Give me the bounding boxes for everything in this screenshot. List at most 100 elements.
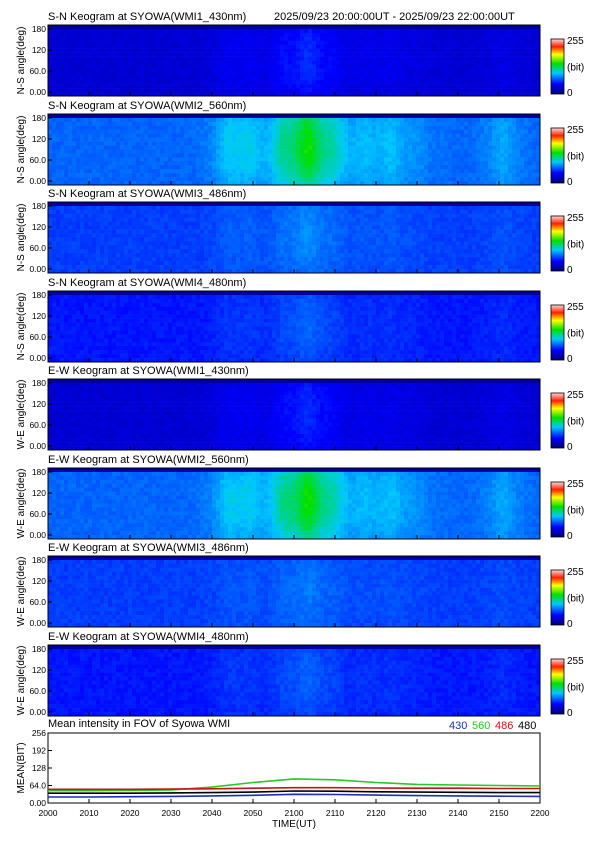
x-tick-label: 2040: [203, 808, 222, 818]
time-range-label: 2025/09/23 20:00:00UT - 2025/09/23 22:00…: [274, 11, 515, 23]
mean-y-tick-label: 64.0: [29, 781, 46, 791]
colorbar-min-label: 0: [567, 531, 573, 542]
colorbar-max-label: 255: [567, 390, 584, 401]
colorbar-max-label: 255: [567, 213, 584, 224]
x-tick-label: 2140: [449, 808, 468, 818]
y-tick-label: 120: [32, 665, 46, 675]
colorbar: [550, 658, 565, 715]
y-tick-label: 60.0: [29, 243, 46, 253]
colorbar-max-label: 255: [567, 479, 584, 490]
x-tick-label: 2130: [408, 808, 427, 818]
colorbar-min-label: 0: [567, 354, 573, 365]
y-axis-label: W-E angle(deg): [16, 557, 27, 627]
y-tick-label: 120: [32, 576, 46, 586]
y-tick-label: 60.0: [29, 420, 46, 430]
y-axis-label: W-E angle(deg): [16, 469, 27, 539]
x-tick-label: 2200: [531, 808, 550, 818]
panel-title: E-W Keogram at SYOWA(WMI2_560nm): [48, 454, 249, 466]
colorbar-unit-label: (bit): [567, 417, 584, 428]
keogram-image: [48, 25, 541, 97]
x-axis-label: TIME(UT): [272, 819, 316, 830]
panel-title: S-N Keogram at SYOWA(WMI2_560nm): [48, 100, 246, 112]
keogram-panel: S-N Keogram at SYOWA(WMI4_480nm)180 120 60…: [16, 277, 584, 365]
mean-y-tick-label: 256: [32, 728, 46, 738]
y-tick-label: 180: [32, 644, 46, 654]
colorbar: [550, 569, 565, 626]
y-axis-label: N-S angle(deg): [16, 293, 27, 361]
y-axis-label: W-E angle(deg): [16, 646, 27, 716]
keogram-panel: E-W Keogram at SYOWA(WMI3_486nm)180 120 60…: [16, 542, 584, 630]
x-tick-label: 2100: [285, 808, 304, 818]
y-tick-label: 180: [32, 290, 46, 300]
colorbar-min-label: 0: [567, 177, 573, 188]
x-tick-label: 2120: [367, 808, 386, 818]
colorbar: [550, 392, 565, 449]
y-tick-label: 0.00: [29, 441, 46, 451]
colorbar-min-label: 0: [567, 442, 573, 453]
keogram-panel: S-N Keogram at SYOWA(WMI1_430nm) 2025/09/…: [16, 11, 584, 99]
legend-entry: 560: [472, 720, 490, 732]
y-tick-label: 60.0: [29, 597, 46, 607]
y-tick-label: 180: [32, 467, 46, 477]
colorbar-min-label: 0: [567, 88, 573, 99]
colorbar-max-label: 255: [567, 302, 584, 313]
colorbar-min-label: 0: [567, 708, 573, 719]
colorbar-max-label: 255: [567, 567, 584, 578]
colorbar: [550, 481, 565, 538]
keogram-panel: E-W Keogram at SYOWA(WMI1_430nm)180 120 60…: [16, 365, 584, 453]
mean-y-tick-label: 0.00: [29, 798, 46, 808]
colorbar-unit-label: (bit): [567, 240, 584, 251]
panel-title: E-W Keogram at SYOWA(WMI4_480nm): [48, 631, 249, 643]
y-tick-label: 120: [32, 488, 46, 498]
keogram-image: [48, 114, 541, 186]
x-tick-label: 2050: [244, 808, 263, 818]
y-tick-label: 180: [32, 378, 46, 388]
y-tick-label: 180: [32, 201, 46, 211]
y-tick-label: 120: [32, 399, 46, 409]
mean-intensity-panel: Mean intensity in FOV of Syowa WMI 430 560…: [16, 718, 550, 830]
mean-y-tick-label: 192: [32, 746, 46, 756]
y-axis-label: W-E angle(deg): [16, 380, 27, 450]
y-tick-label: 0.00: [29, 176, 46, 186]
keogram-panel: S-N Keogram at SYOWA(WMI3_486nm)180 120 60…: [16, 188, 584, 276]
panel-title: S-N Keogram at SYOWA(WMI1_430nm): [48, 11, 246, 23]
y-tick-label: 60.0: [29, 509, 46, 519]
x-tick-label: 2150: [490, 808, 509, 818]
keogram-panels: S-N Keogram at SYOWA(WMI1_430nm) 2025/09/…: [16, 11, 584, 719]
y-tick-label: 0.00: [29, 87, 46, 97]
colorbar-max-label: 255: [567, 36, 584, 47]
colorbar: [550, 38, 565, 95]
colorbar-unit-label: (bit): [567, 506, 584, 517]
x-tick-label: 2000: [39, 808, 58, 818]
y-tick-label: 180: [32, 24, 46, 34]
colorbar-unit-label: (bit): [567, 329, 584, 340]
mean-panel-title: Mean intensity in FOV of Syowa WMI: [48, 718, 230, 730]
y-tick-label: 60.0: [29, 332, 46, 342]
y-tick-label: 180: [32, 555, 46, 565]
panel-title: S-N Keogram at SYOWA(WMI4_480nm): [48, 277, 246, 289]
keogram-panel: E-W Keogram at SYOWA(WMI2_560nm)180 120 60…: [16, 454, 584, 542]
y-tick-label: 0.00: [29, 707, 46, 717]
series-line-480: [48, 790, 540, 795]
x-tick-label: 2010: [80, 808, 99, 818]
y-tick-label: 0.00: [29, 618, 46, 628]
colorbar: [550, 127, 565, 184]
y-tick-label: 180: [32, 113, 46, 123]
keogram-panel: S-N Keogram at SYOWA(WMI2_560nm)180 120 60…: [16, 100, 584, 188]
colorbar-max-label: 255: [567, 656, 584, 667]
y-tick-label: 0.00: [29, 530, 46, 540]
legend-entry: 430: [449, 720, 467, 732]
y-tick-label: 0.00: [29, 264, 46, 274]
mean-y-axis-label: MEAN(BIT): [16, 742, 27, 793]
y-tick-label: 120: [32, 222, 46, 232]
colorbar-unit-label: (bit): [567, 683, 584, 694]
x-tick-label: 2110: [326, 808, 345, 818]
keogram-image: [48, 645, 541, 717]
x-tick-label: 2030: [162, 808, 181, 818]
colorbar-min-label: 0: [567, 619, 573, 630]
series-line-486: [48, 786, 540, 791]
legend-entry: 486: [495, 720, 513, 732]
y-axis-label: N-S angle(deg): [16, 27, 27, 95]
y-axis-label: N-S angle(deg): [16, 116, 27, 184]
